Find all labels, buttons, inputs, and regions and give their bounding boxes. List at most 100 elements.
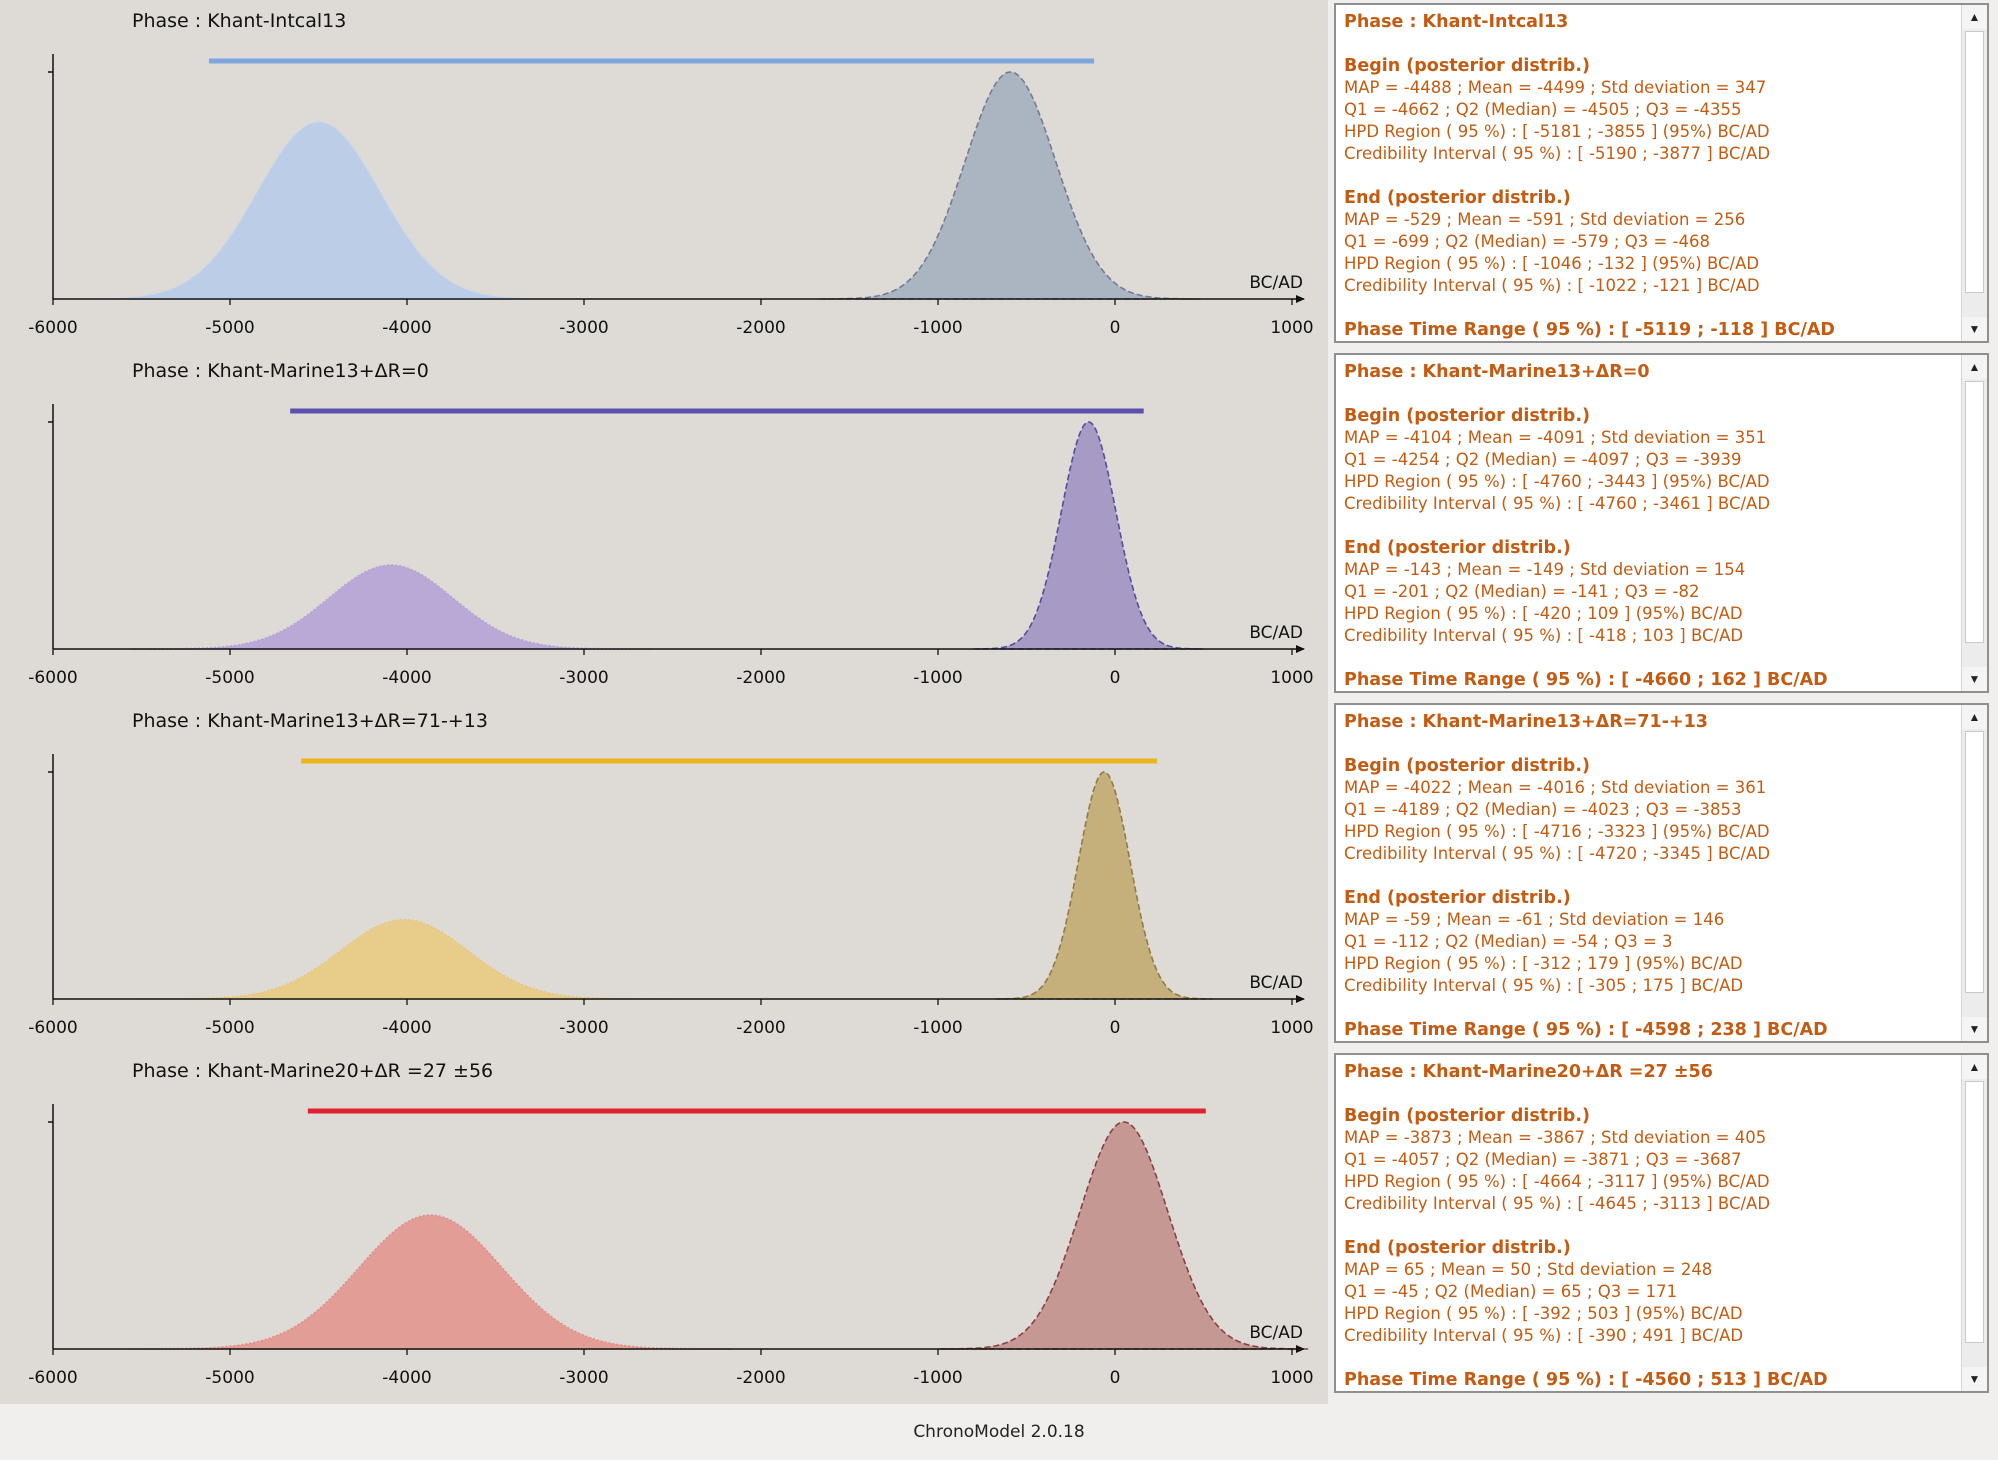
info-header: Phase : Khant-Marine20+ΔR =27 ±56 xyxy=(1344,1062,1713,1082)
x-tick-label: 1000 xyxy=(1270,1368,1313,1388)
end-title: End (posterior distrib.) xyxy=(1344,538,1571,558)
plots-area: -6000 -5000 -4000 -3000 -2000 -1000 0 1000 BC/AD… xyxy=(0,0,1328,1404)
begin-line: MAP = -4104 ; Mean = -4091 ; Std deviati… xyxy=(1344,428,1767,447)
end-density-curve xyxy=(974,421,1204,650)
begin-density-curve xyxy=(130,564,652,650)
begin-line: Credibility Interval ( 95 %) : [ -5190 ;… xyxy=(1344,144,1771,163)
density-chart-4: -6000 -5000 -4000 -3000 -2000 -1000 0 1000 BC/AD xyxy=(28,1104,1314,1388)
begin-line: Credibility Interval ( 95 %) : [ -4760 ;… xyxy=(1344,494,1771,513)
end-line: MAP = -143 ; Mean = -149 ; Std deviation… xyxy=(1344,560,1746,579)
x-tick-label: 0 xyxy=(1110,318,1121,338)
begin-density-curve xyxy=(135,918,673,1000)
vertical-scrollbar[interactable]: ▲ ▼ xyxy=(1961,1055,1987,1391)
end-line: Q1 = -112 ; Q2 (Median) = -54 ; Q3 = 3 xyxy=(1344,932,1673,951)
phase-time-range: Phase Time Range ( 95 %) : [ -4560 ; 513… xyxy=(1344,1370,1828,1390)
x-tick-label: 1000 xyxy=(1270,668,1313,688)
end-line: Credibility Interval ( 95 %) : [ -418 ; … xyxy=(1344,626,1744,645)
begin-line: HPD Region ( 95 %) : [ -4664 ; -3117 ] (… xyxy=(1344,1172,1770,1191)
scroll-thumb[interactable] xyxy=(1965,1081,1984,1343)
x-tick-label: -4000 xyxy=(382,318,431,338)
end-line: HPD Region ( 95 %) : [ -420 ; 109 ] (95%… xyxy=(1344,604,1743,623)
end-title: End (posterior distrib.) xyxy=(1344,888,1571,908)
phase-title: Phase : Khant-Intcal13 xyxy=(132,10,347,32)
begin-density-curve xyxy=(129,1214,732,1350)
phase-info-text: Phase : Khant-Marine13+ΔR=0 Begin (poste… xyxy=(1344,361,1954,691)
vertical-scrollbar[interactable]: ▲ ▼ xyxy=(1961,355,1987,691)
scroll-up-arrow-icon[interactable]: ▲ xyxy=(1962,355,1987,379)
end-line: HPD Region ( 95 %) : [ -1046 ; -132 ] (9… xyxy=(1344,254,1760,273)
scroll-thumb[interactable] xyxy=(1965,731,1984,993)
x-axis-arrow-icon xyxy=(1296,1345,1305,1353)
x-tick-label: -2000 xyxy=(736,1018,785,1038)
scroll-down-arrow-icon[interactable]: ▼ xyxy=(1962,667,1987,691)
x-axis-arrow-icon xyxy=(1296,645,1305,653)
scroll-up-arrow-icon[interactable]: ▲ xyxy=(1962,705,1987,729)
x-tick-label: -1000 xyxy=(913,668,962,688)
x-axis-unit-label: BC/AD xyxy=(1249,1323,1303,1343)
end-density-curve xyxy=(995,771,1213,1000)
phase-time-range: Phase Time Range ( 95 %) : [ -4660 ; 162… xyxy=(1344,670,1828,690)
x-axis-unit-label: BC/AD xyxy=(1249,623,1303,643)
scroll-down-arrow-icon[interactable]: ▼ xyxy=(1962,1367,1987,1391)
end-line: MAP = -529 ; Mean = -591 ; Std deviation… xyxy=(1344,210,1746,229)
x-tick-label: -5000 xyxy=(205,1018,254,1038)
phase-info-box-2[interactable]: Phase : Khant-Marine13+ΔR=0 Begin (poste… xyxy=(1334,353,1989,693)
begin-line: Credibility Interval ( 95 %) : [ -4645 ;… xyxy=(1344,1194,1771,1213)
x-tick-label: -6000 xyxy=(28,1018,77,1038)
phase-info-text: Phase : Khant-Marine13+ΔR=71-+13 Begin (… xyxy=(1344,711,1954,1041)
begin-title: Begin (posterior distrib.) xyxy=(1344,756,1590,776)
end-line: HPD Region ( 95 %) : [ -312 ; 179 ] (95%… xyxy=(1344,954,1743,973)
x-tick-label: -6000 xyxy=(28,318,77,338)
begin-title: Begin (posterior distrib.) xyxy=(1344,1106,1590,1126)
vertical-scrollbar[interactable]: ▲ ▼ xyxy=(1961,705,1987,1041)
x-tick-label: -1000 xyxy=(913,1368,962,1388)
scroll-up-arrow-icon[interactable]: ▲ xyxy=(1962,5,1987,29)
end-title: End (posterior distrib.) xyxy=(1344,188,1571,208)
scroll-up-arrow-icon[interactable]: ▲ xyxy=(1962,1055,1987,1079)
phase-time-range: Phase Time Range ( 95 %) : [ -4598 ; 238… xyxy=(1344,1020,1828,1040)
end-line: MAP = -59 ; Mean = -61 ; Std deviation =… xyxy=(1344,910,1725,929)
x-axis-unit-label: BC/AD xyxy=(1249,273,1303,293)
begin-line: Q1 = -4254 ; Q2 (Median) = -4097 ; Q3 = … xyxy=(1344,450,1742,469)
x-tick-label: -1000 xyxy=(913,318,962,338)
phase-plot-2: -6000 -5000 -4000 -3000 -2000 -1000 0 1000 BC/AD… xyxy=(0,350,1328,700)
x-tick-label: -3000 xyxy=(559,1018,608,1038)
begin-line: Credibility Interval ( 95 %) : [ -4720 ;… xyxy=(1344,844,1771,863)
phase-title: Phase : Khant-Marine13+ΔR=0 xyxy=(132,360,429,382)
scroll-down-arrow-icon[interactable]: ▼ xyxy=(1962,1017,1987,1041)
end-title: End (posterior distrib.) xyxy=(1344,1238,1571,1258)
end-density-curve xyxy=(939,1121,1309,1350)
info-header: Phase : Khant-Marine13+ΔR=71-+13 xyxy=(1344,712,1708,732)
x-tick-label: -2000 xyxy=(736,668,785,688)
x-tick-label: 1000 xyxy=(1270,318,1313,338)
x-tick-label: 0 xyxy=(1110,668,1121,688)
phase-info-box-3[interactable]: Phase : Khant-Marine13+ΔR=71-+13 Begin (… xyxy=(1334,703,1989,1043)
begin-line: MAP = -4022 ; Mean = -4016 ; Std deviati… xyxy=(1344,778,1767,797)
info-header: Phase : Khant-Intcal13 xyxy=(1344,12,1569,32)
begin-line: MAP = -3873 ; Mean = -3867 ; Std deviati… xyxy=(1344,1128,1767,1147)
scroll-thumb[interactable] xyxy=(1965,31,1984,293)
scroll-down-arrow-icon[interactable]: ▼ xyxy=(1962,317,1987,341)
x-tick-label: -3000 xyxy=(559,668,608,688)
end-line: Credibility Interval ( 95 %) : [ -1022 ;… xyxy=(1344,276,1760,295)
density-chart-2: -6000 -5000 -4000 -3000 -2000 -1000 0 1000 BC/AD xyxy=(28,404,1314,688)
scroll-thumb[interactable] xyxy=(1965,381,1984,643)
vertical-scrollbar[interactable]: ▲ ▼ xyxy=(1961,5,1987,341)
end-line: Q1 = -201 ; Q2 (Median) = -141 ; Q3 = -8… xyxy=(1344,582,1700,601)
end-line: Credibility Interval ( 95 %) : [ -390 ; … xyxy=(1344,1326,1744,1345)
begin-line: Q1 = -4662 ; Q2 (Median) = -4505 ; Q3 = … xyxy=(1344,100,1742,119)
phase-time-range: Phase Time Range ( 95 %) : [ -5119 ; -11… xyxy=(1344,320,1835,340)
begin-title: Begin (posterior distrib.) xyxy=(1344,56,1590,76)
x-axis-arrow-icon xyxy=(1296,295,1305,303)
begin-line: Q1 = -4189 ; Q2 (Median) = -4023 ; Q3 = … xyxy=(1344,800,1742,819)
x-tick-label: -2000 xyxy=(736,318,785,338)
density-chart-1: -6000 -5000 -4000 -3000 -2000 -1000 0 1000 BC/AD xyxy=(28,54,1314,338)
x-tick-label: -5000 xyxy=(205,668,254,688)
phase-info-box-1[interactable]: Phase : Khant-Intcal13 Begin (posterior … xyxy=(1334,3,1989,343)
phase-info-box-4[interactable]: Phase : Khant-Marine20+ΔR =27 ±56 Begin … xyxy=(1334,1053,1989,1393)
end-line: Credibility Interval ( 95 %) : [ -305 ; … xyxy=(1344,976,1744,995)
end-line: Q1 = -45 ; Q2 (Median) = 65 ; Q3 = 171 xyxy=(1344,1282,1678,1301)
phase-plot-1: -6000 -5000 -4000 -3000 -2000 -1000 0 1000 BC/AD… xyxy=(0,0,1328,350)
x-tick-label: -3000 xyxy=(559,1368,608,1388)
begin-line: HPD Region ( 95 %) : [ -4716 ; -3323 ] (… xyxy=(1344,822,1770,841)
